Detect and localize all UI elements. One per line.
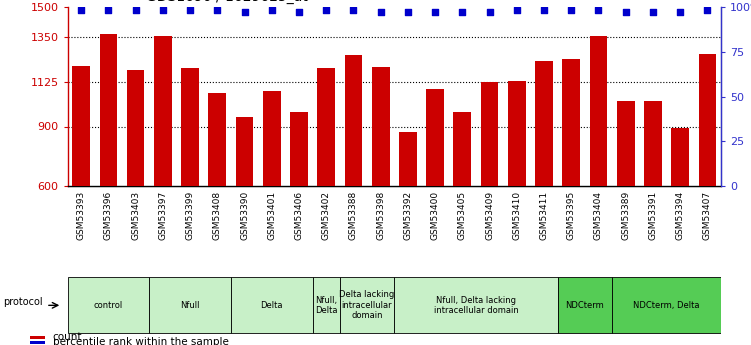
Bar <box>100 34 117 186</box>
Text: percentile rank within the sample: percentile rank within the sample <box>53 337 228 345</box>
Bar <box>263 91 281 186</box>
Text: GSM53396: GSM53396 <box>104 191 113 240</box>
Bar <box>339 277 394 334</box>
Bar <box>590 36 608 186</box>
Point <box>538 8 550 13</box>
Text: GSM53397: GSM53397 <box>158 191 167 240</box>
Point <box>457 10 469 15</box>
Point <box>293 10 305 15</box>
Point <box>239 10 251 15</box>
Text: GSM53399: GSM53399 <box>185 191 195 240</box>
Point <box>674 10 686 15</box>
Text: GSM53391: GSM53391 <box>648 191 657 240</box>
Text: NDCterm: NDCterm <box>566 301 605 310</box>
Text: control: control <box>94 301 123 310</box>
Bar <box>72 66 90 186</box>
Point <box>511 8 523 13</box>
Bar <box>557 277 612 334</box>
Text: Nfull,
Delta: Nfull, Delta <box>315 296 337 315</box>
Text: Delta: Delta <box>261 301 283 310</box>
Bar <box>345 55 362 186</box>
Text: count: count <box>53 332 82 342</box>
Point <box>320 8 332 13</box>
Bar <box>149 277 231 334</box>
Text: protocol: protocol <box>4 297 43 307</box>
Bar <box>427 89 444 186</box>
Point <box>593 8 605 13</box>
Point <box>701 8 713 13</box>
Text: GSM53405: GSM53405 <box>458 191 467 240</box>
Bar <box>30 341 45 344</box>
Text: GSM53388: GSM53388 <box>349 191 358 240</box>
Text: GSM53393: GSM53393 <box>77 191 86 240</box>
Text: Nfull: Nfull <box>180 301 200 310</box>
Bar <box>209 92 226 186</box>
Text: GSM53403: GSM53403 <box>131 191 140 240</box>
Bar <box>508 81 526 186</box>
Bar <box>394 277 557 334</box>
Point <box>620 10 632 15</box>
Text: GSM53398: GSM53398 <box>376 191 385 240</box>
Point <box>130 8 142 13</box>
Text: GSM53402: GSM53402 <box>321 191 330 240</box>
Text: GSM53407: GSM53407 <box>703 191 712 240</box>
Text: GSM53404: GSM53404 <box>594 191 603 240</box>
Bar <box>181 68 199 186</box>
Text: GDS1690 / 1629625_at: GDS1690 / 1629625_at <box>146 0 308 4</box>
Text: Nfull, Delta lacking
intracellular domain: Nfull, Delta lacking intracellular domai… <box>433 296 518 315</box>
Bar <box>68 277 149 334</box>
Text: GSM53390: GSM53390 <box>240 191 249 240</box>
Bar <box>127 70 144 186</box>
Point <box>157 8 169 13</box>
Point <box>647 10 659 15</box>
Bar <box>399 132 417 186</box>
Text: GSM53411: GSM53411 <box>539 191 548 240</box>
Bar <box>671 128 689 186</box>
Bar <box>312 277 339 334</box>
Text: GSM53394: GSM53394 <box>676 191 685 240</box>
Point <box>266 8 278 13</box>
Bar <box>372 67 390 186</box>
Bar <box>318 68 335 186</box>
Text: NDCterm, Delta: NDCterm, Delta <box>633 301 700 310</box>
Bar <box>535 61 553 186</box>
Point <box>484 10 496 15</box>
Bar <box>481 82 499 186</box>
Bar <box>644 101 662 186</box>
Text: GSM53410: GSM53410 <box>512 191 521 240</box>
Text: Delta lacking
intracellular
domain: Delta lacking intracellular domain <box>339 290 395 320</box>
Text: GSM53395: GSM53395 <box>567 191 576 240</box>
Bar <box>698 54 716 186</box>
Text: GSM53400: GSM53400 <box>430 191 439 240</box>
Point <box>402 10 414 15</box>
Text: GSM53406: GSM53406 <box>294 191 303 240</box>
Point <box>184 8 196 13</box>
Text: GSM53392: GSM53392 <box>403 191 412 240</box>
Bar <box>562 59 580 186</box>
Text: GSM53408: GSM53408 <box>213 191 222 240</box>
Bar <box>231 277 312 334</box>
Bar <box>617 101 635 186</box>
Bar <box>612 277 721 334</box>
Point <box>566 8 578 13</box>
Point <box>102 8 114 13</box>
Text: GSM53409: GSM53409 <box>485 191 494 240</box>
Text: GSM53401: GSM53401 <box>267 191 276 240</box>
Point <box>429 10 441 15</box>
Bar <box>154 36 172 186</box>
Point <box>375 10 387 15</box>
Point <box>348 8 360 13</box>
Text: GSM53389: GSM53389 <box>621 191 630 240</box>
Point <box>75 8 87 13</box>
Bar <box>30 336 45 339</box>
Bar <box>454 111 471 186</box>
Bar <box>290 111 308 186</box>
Bar <box>236 117 253 186</box>
Point <box>211 8 223 13</box>
